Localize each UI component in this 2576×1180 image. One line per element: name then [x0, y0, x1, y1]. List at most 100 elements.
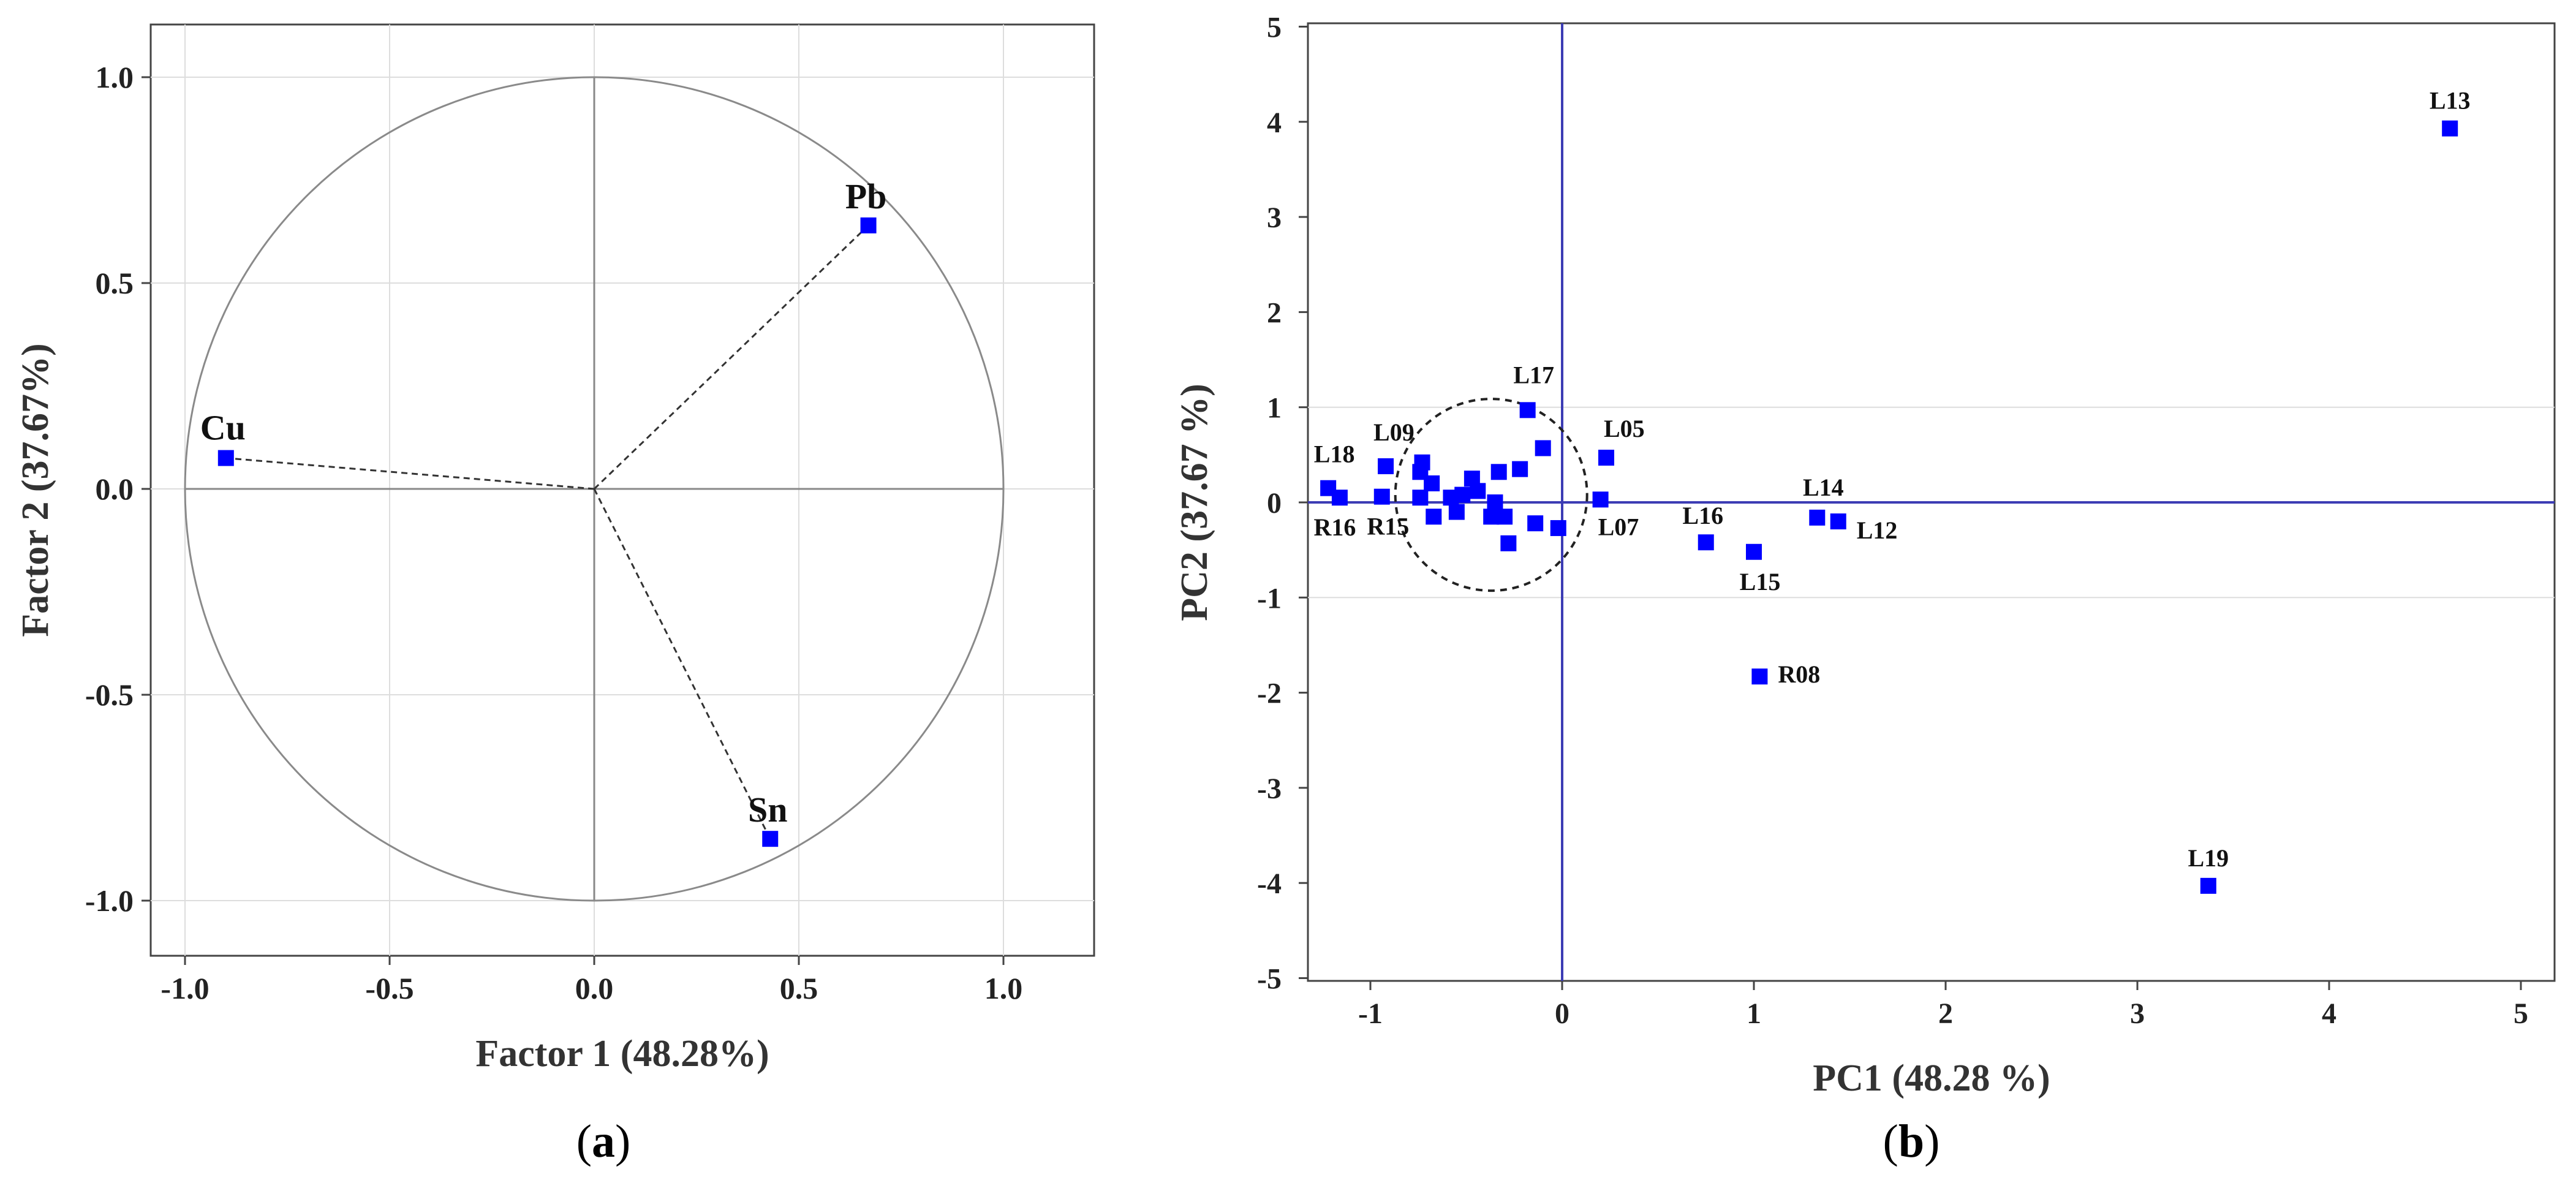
- panel-b-x-tick-label: 1: [1747, 997, 1761, 1030]
- panel-b-y-tick-label: 1: [1267, 392, 1282, 425]
- panel-b-point-label-l12: L12: [1857, 516, 1898, 544]
- panel-a-plot-frame: [149, 23, 1095, 957]
- panel-b-y-tick-label: -3: [1257, 773, 1282, 805]
- panel-a-y-tick-label: 0.5: [96, 266, 134, 300]
- panel-a-unit-circle: [184, 76, 1005, 902]
- panel-b-y-tick-label: 0: [1267, 487, 1282, 520]
- panel-b-point-l12: [1830, 513, 1846, 530]
- panel-b-point: [1412, 490, 1429, 506]
- panel-b-x-ticks: -1 0 1 2 3 4 5: [1358, 981, 2528, 1030]
- panel-b-point-r08: [1751, 668, 1768, 685]
- panel-b-point: [1535, 440, 1551, 456]
- panel-b-point: [1454, 486, 1471, 503]
- panel-a-y-tick-label: 1.0: [96, 60, 134, 94]
- panel-b-point: [1550, 520, 1566, 536]
- panel-b-point-label-l19: L19: [2188, 844, 2229, 872]
- panel-a-correlation-circle: [184, 76, 1005, 902]
- panel-b-y-tick-label: -5: [1257, 963, 1282, 996]
- panel-a-loading-plot: Pb Cu Sn -1.0 -0.5 0.0 0.5 1.0 -1.0 -0.5 0.0 0.5 1…: [15, 23, 1095, 1167]
- panel-a-vector-sn: [593, 488, 771, 839]
- panel-b-point-label-l15: L15: [1740, 568, 1781, 596]
- panel-b-point-l14: [1809, 509, 1826, 526]
- panel-b-x-tick-label: 5: [2514, 997, 2528, 1030]
- panel-a-x-tick-label: 0.0: [575, 971, 614, 1005]
- panel-b-x-tick-label: 0: [1555, 997, 1569, 1030]
- panel-b-point-l13: [2442, 120, 2458, 137]
- panel-b-point-label-l18: L18: [1314, 441, 1355, 468]
- panel-b-grid: [1308, 406, 2555, 599]
- panel-b-point-r15: [1373, 488, 1390, 505]
- panel-b-point-l16: [1698, 534, 1714, 551]
- panel-a-x-tick-label: -0.5: [365, 971, 414, 1005]
- panel-b-point-l19: [2200, 877, 2216, 894]
- panel-a-point-label-cu: Cu: [200, 408, 246, 448]
- panel-b-point: [1448, 504, 1465, 520]
- panel-a-point-cu: [217, 450, 234, 466]
- panel-a-x-tick-label: 0.5: [780, 971, 818, 1005]
- panel-b-point: [1483, 509, 1500, 525]
- panel-b-point-l15: [1746, 543, 1762, 560]
- panel-a-x-ticks: -1.0 -0.5 0.0 0.5 1.0: [161, 956, 1022, 1005]
- panel-a-point-sn: [762, 831, 779, 847]
- panel-b-point-label-l17: L17: [1513, 361, 1554, 388]
- panel-b-y-tick-label: 4: [1267, 107, 1282, 139]
- panel-b-y-axis-title: PC2 (37.67 %): [1174, 384, 1215, 621]
- panel-a-x-tick-label: 1.0: [984, 971, 1023, 1005]
- panel-a-y-axis-title: Factor 2 (37.67%): [15, 343, 56, 637]
- panel-a-y-tick-label: 0.0: [96, 472, 134, 506]
- panel-b-y-tick-label: 2: [1267, 297, 1282, 329]
- panel-b-reference-lines: [1308, 23, 2555, 981]
- panel-b-point: [1426, 509, 1442, 525]
- panel-b-cluster-circle: [1394, 398, 1588, 592]
- panel-b-point: [1497, 509, 1513, 525]
- panel-b-y-tick-label: -2: [1257, 678, 1282, 710]
- panel-b-point-label-l05: L05: [1604, 415, 1645, 442]
- panel-b-x-axis-title: PC1 (48.28 %): [1813, 1057, 2050, 1099]
- panel-a-y-ticks: -1.0 -0.5 0.0 0.5 1.0: [85, 60, 151, 918]
- panel-b-x-tick-label: 4: [2322, 997, 2336, 1030]
- panel-a-point-label-pb: Pb: [845, 176, 887, 216]
- panel-b-point: [1500, 535, 1517, 551]
- panel-b-cluster-circle-outline: [1394, 398, 1588, 592]
- panel-b-y-ticks: -5 -4 -3 -2 -1 0 1 2 3 4 5: [1257, 12, 1308, 996]
- panel-a-points: Pb Cu Sn: [200, 176, 887, 847]
- panel-a-x-tick-label: -1.0: [161, 971, 209, 1005]
- panel-a-y-tick-label: -0.5: [85, 678, 134, 712]
- panel-b-y-tick-label: -1: [1257, 582, 1282, 615]
- panel-b-caption: (b): [1883, 1116, 1940, 1167]
- panel-b-point-label-l14: L14: [1803, 474, 1844, 501]
- panel-a-caption: (a): [576, 1116, 631, 1167]
- panel-b-point-label-l09: L09: [1373, 418, 1415, 446]
- panel-b-point: [1512, 461, 1528, 477]
- panel-b-points: L13 L19 R08 L16 L15 L14 L12 L05 L07 L17 L18 R16 L09 R…: [1313, 87, 2471, 894]
- panel-b-point: [1470, 483, 1486, 499]
- panel-a-loading-vectors: [225, 224, 869, 839]
- panel-b-point-label-r16: R16: [1313, 513, 1356, 541]
- panel-b-y-tick-label: 3: [1267, 202, 1282, 234]
- panel-b-y-tick-label: -4: [1257, 868, 1282, 900]
- panel-b-point-l05: [1598, 450, 1614, 466]
- panel-b-point: [1490, 464, 1507, 480]
- panel-a-x-axis-title: Factor 1 (48.28%): [475, 1033, 769, 1075]
- panel-b-point-label-r15: R15: [1367, 513, 1409, 540]
- panel-a-point-label-sn: Sn: [748, 790, 788, 830]
- panel-b-y-tick-label: 5: [1267, 12, 1282, 44]
- panel-b-point-l09: [1378, 458, 1394, 474]
- panel-a-vector-pb: [593, 224, 869, 490]
- panel-b-point-r16: [1331, 490, 1348, 506]
- panel-b-x-tick-label: -1: [1358, 997, 1383, 1030]
- panel-b-score-plot: L13 L19 R08 L16 L15 L14 L12 L05 L07 L17 L18 R16 L09 R…: [1174, 12, 2556, 1167]
- panel-b-x-tick-label: 2: [1938, 997, 1953, 1030]
- panel-b-point: [1527, 515, 1544, 532]
- panel-b-point: [1487, 494, 1503, 510]
- panel-b-x-tick-label: 3: [2130, 997, 2145, 1030]
- panel-b-point: [1424, 475, 1440, 491]
- panel-a-point-pb: [860, 217, 877, 233]
- panel-b-point-label-l13: L13: [2430, 87, 2471, 115]
- panel-a-y-tick-label: -1.0: [85, 883, 134, 918]
- panel-b-point-l07: [1592, 491, 1609, 508]
- panel-b-point-label-r08: R08: [1778, 660, 1820, 688]
- panel-a-vector-cu: [225, 457, 595, 490]
- panel-b-point-label-l07: L07: [1598, 513, 1639, 540]
